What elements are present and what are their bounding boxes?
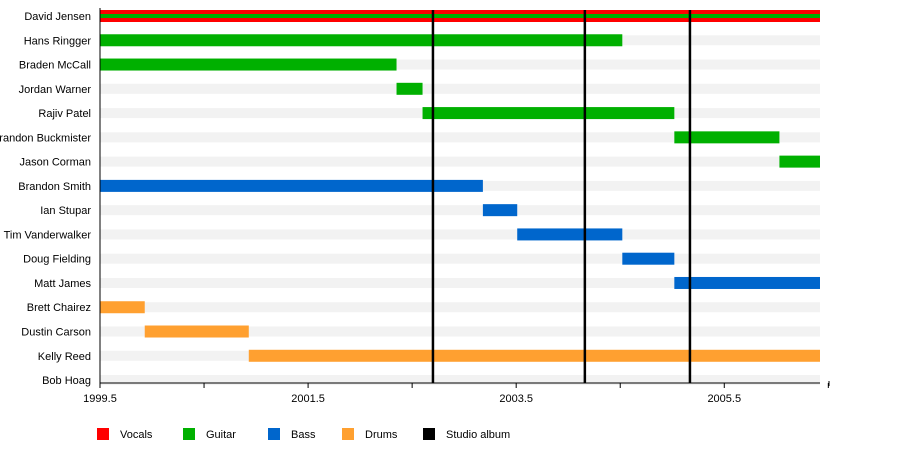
member-label: Brett Chairez (27, 302, 91, 314)
member-label: Hans Ringger (24, 35, 92, 47)
row-background (100, 156, 820, 167)
x-tick-label: 2005.5 (707, 393, 741, 405)
member-bar (144, 325, 249, 338)
row-background (100, 83, 820, 94)
legend-swatch (342, 428, 354, 440)
member-label: Kelly Reed (38, 351, 91, 363)
row-background (100, 205, 820, 216)
member-bar (248, 349, 820, 362)
row-background (100, 326, 820, 337)
member-label: Braden McCall (19, 60, 91, 72)
member-label: Tim Vanderwalker (4, 229, 92, 241)
legend-swatch (268, 428, 280, 440)
member-label: Rajiv Patel (38, 108, 91, 120)
member-label: Dustin Carson (21, 327, 91, 339)
member-label: Brandon Smith (18, 181, 91, 193)
row-background (100, 132, 820, 143)
member-label: Ian Stupar (40, 205, 91, 217)
member-bar (396, 82, 423, 95)
member-bar (517, 228, 623, 241)
row-background (100, 277, 820, 288)
x-tick-label: 2003.5 (499, 393, 533, 405)
legend-swatch (183, 428, 195, 440)
member-bar (422, 107, 675, 120)
legend-swatch (97, 428, 109, 440)
row-background (100, 59, 820, 70)
legend-label: Studio album (446, 429, 510, 441)
member-bar (100, 58, 397, 71)
legend-label: Guitar (206, 429, 236, 441)
row-background (100, 375, 820, 386)
legend-label: Vocals (120, 429, 153, 441)
member-label: Doug Fielding (23, 254, 91, 266)
row-background (100, 253, 820, 264)
member-bar (100, 34, 623, 47)
member-label: Matt James (34, 278, 91, 290)
legend-label: Bass (291, 429, 316, 441)
x-tick-label: 1999.5 (83, 393, 117, 405)
member-label: Brandon Buckmister (0, 132, 91, 144)
member-bar-secondary (100, 14, 820, 18)
member-label: Jordan Warner (19, 84, 92, 96)
member-bar (482, 204, 518, 217)
member-bar (674, 131, 780, 144)
member-bar (622, 252, 675, 265)
x-tick-label: 2001.5 (291, 393, 325, 405)
row-background (100, 229, 820, 240)
legend-swatch (423, 428, 435, 440)
member-bar (674, 276, 820, 289)
member-bar (100, 301, 145, 314)
member-bar (100, 179, 483, 192)
member-label: Bob Hoag (42, 375, 91, 387)
legend-label: Drums (365, 429, 398, 441)
member-bar (779, 155, 820, 168)
member-label: Jason Corman (19, 157, 91, 169)
row-background (100, 302, 820, 313)
member-label: David Jensen (24, 11, 91, 23)
